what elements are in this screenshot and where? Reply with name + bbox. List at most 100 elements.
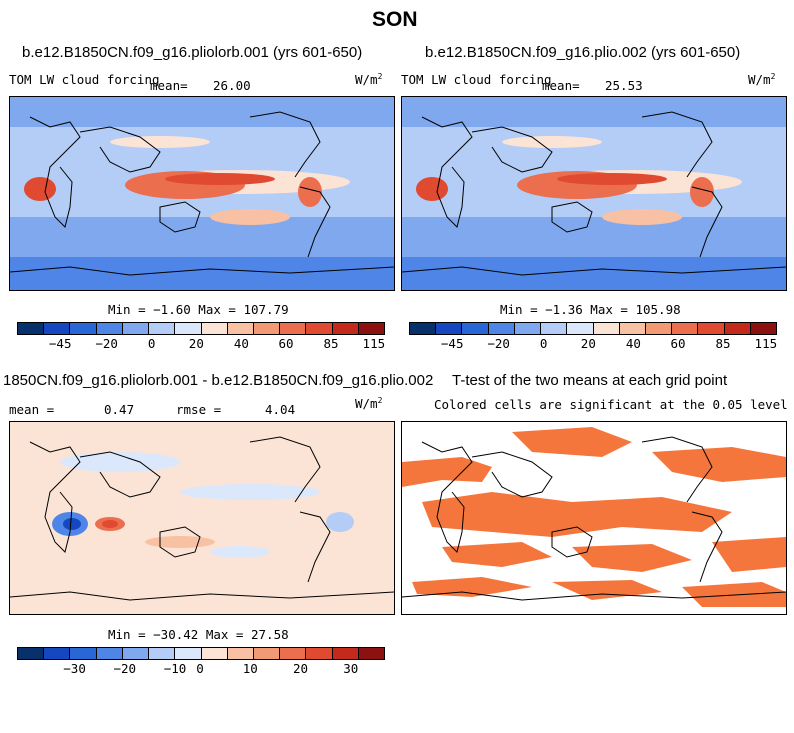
panel2-africa-convection xyxy=(416,177,448,201)
panel1-stats: Min = −1.60 Max = 107.79 xyxy=(108,302,289,317)
panel3-coastlines xyxy=(10,436,394,601)
panel2-map xyxy=(401,96,787,291)
panel1-colorbar-tick-label: 0 xyxy=(147,336,156,351)
panel3-colorbar-tick-label: 30 xyxy=(343,661,359,676)
panel1-colorbar-tick-label: −20 xyxy=(95,336,118,351)
panel2-colorbar-swatch xyxy=(698,323,725,334)
panel4-title: T-test of the two means at each grid poi… xyxy=(452,372,728,389)
panel2-spcz xyxy=(602,209,682,225)
panel2-colorbar-swatch xyxy=(541,323,568,334)
panel1-spcz xyxy=(210,209,290,225)
panel1-variable-label: TOM LW cloud forcing xyxy=(9,72,160,87)
panel3-colorbar-swatch xyxy=(44,648,71,659)
panel3-colorbar-swatch xyxy=(70,648,97,659)
panel1-colorbar-swatch xyxy=(122,323,150,334)
panel3-rmse-label: rmse = xyxy=(176,402,222,417)
panel3-colorbar-tick-label: 10 xyxy=(242,661,258,676)
panel1-colorbar-swatch xyxy=(44,323,71,334)
panel2-amazon-convection xyxy=(690,177,714,207)
panel3-colorbar-swatch xyxy=(175,648,202,659)
panel1-south-band xyxy=(10,217,394,257)
panel1-colorbar-swatch xyxy=(175,323,202,334)
panel1-colorbar-swatch xyxy=(201,323,228,334)
panel1-title: b.e12.B1850CN.f09_g16.pliolorb.001 (yrs … xyxy=(22,44,363,61)
panel1-coastlines xyxy=(10,111,394,276)
panel3-colorbar-swatch xyxy=(253,648,281,659)
panel2-colorbar xyxy=(409,322,777,335)
panel1-africa-convection xyxy=(24,177,56,201)
panel1-colorbar-tick-label: 115 xyxy=(362,336,386,351)
panel3-colorbar-swatch xyxy=(96,648,123,659)
panel2-units-exp: 2 xyxy=(770,72,776,81)
panel2-coastlines xyxy=(402,111,786,276)
panel3-colorbar-tick-label: 20 xyxy=(292,661,309,676)
panel2-colorbar-swatch xyxy=(724,323,751,334)
panel2-north-band xyxy=(402,97,786,127)
panel2-colorbar-tick-label: 60 xyxy=(670,336,686,351)
panel1-colorbar xyxy=(17,322,385,335)
panel2-colorbar-swatch xyxy=(514,323,542,334)
panel1-north-band xyxy=(10,97,394,127)
panel2-colorbar-swatch xyxy=(462,323,489,334)
panel1-amazon-convection xyxy=(298,177,322,207)
panel1-colorbar-swatch xyxy=(306,323,333,334)
panel2-variable-label: TOM LW cloud forcing xyxy=(401,72,552,87)
panel1-colorbar-tick-label: 60 xyxy=(278,336,294,351)
panel3-colorbar-tick-label: −10 xyxy=(163,661,187,676)
panel4-subtitle: Colored cells are significant at the 0.0… xyxy=(434,397,788,412)
panel2-colorbar-swatch xyxy=(645,323,673,334)
panel3-colorbar-tick-label: 0 xyxy=(196,661,204,676)
panel3-indian-ocean-core xyxy=(63,518,81,530)
panel3-colorbar-swatch xyxy=(201,648,228,659)
panel3-colorbar-swatch xyxy=(122,648,150,659)
panel2-units-base: W/m xyxy=(748,72,771,88)
panel1-map xyxy=(9,96,395,291)
panel1-colorbar-swatch xyxy=(253,323,281,334)
panel1-colorbar-swatch xyxy=(332,323,359,334)
panel1-colorbar-swatch xyxy=(358,323,385,334)
panel2-colorbar-tick-label: 40 xyxy=(625,336,641,351)
panel1-colorbar-swatch xyxy=(227,323,254,334)
panel3-maritime-core xyxy=(102,520,118,528)
panel1-antarctic-band xyxy=(10,257,394,290)
panel2-colorbar-swatch xyxy=(672,323,699,334)
panel1-storm-track xyxy=(110,136,210,148)
panel2-mean-label: mean= xyxy=(542,78,580,93)
panel4-significant-cells xyxy=(402,427,786,607)
panel1-colorbar-tick-label: 20 xyxy=(188,336,204,351)
panel2-colorbar-tick-label: −45 xyxy=(440,336,464,351)
panel1-colorbar-tick-label: −45 xyxy=(48,336,72,351)
panel3-stats: Min = −30.42 Max = 27.58 xyxy=(108,627,289,642)
panel2-colorbar-swatch xyxy=(436,323,463,334)
panel3-colorbar-tick-label: −30 xyxy=(63,661,86,676)
panel2-storm-track xyxy=(502,136,602,148)
panel2-colorbar-tick-label: 0 xyxy=(539,336,548,351)
panel3-units-base: W/m xyxy=(355,396,378,412)
panel1-colorbar-swatch xyxy=(149,323,176,334)
panel1-units: W/m2 xyxy=(355,72,382,87)
panel2-colorbar-tick-label: 85 xyxy=(715,336,731,351)
panel2-colorbar-tick-label: −20 xyxy=(487,336,510,351)
panel2-antarctic-band xyxy=(402,257,786,290)
panel2-colorbar-swatch xyxy=(593,323,620,334)
panel3-south-pacific-positive xyxy=(145,536,215,548)
panel2-itcz-core xyxy=(557,173,667,185)
panel2-colorbar-tick-label: 115 xyxy=(754,336,778,351)
panel3-colorbar-tick-label: −20 xyxy=(113,661,137,676)
panel3-amazon-negative xyxy=(326,512,354,532)
panel3-north-negative xyxy=(60,452,180,472)
panel2-mean-value: 25.53 xyxy=(605,78,643,93)
panel3-map xyxy=(9,421,395,615)
panel2-colorbar-swatch xyxy=(567,323,594,334)
panel3-title: 1850CN.f09_g16.pliolorb.001 - b.e12.B185… xyxy=(3,372,434,389)
panel3-units-exp: 2 xyxy=(377,396,383,405)
panel2-colorbar-swatch xyxy=(619,323,646,334)
panel3-colorbar-swatch xyxy=(227,648,254,659)
panel2-units: W/m2 xyxy=(748,72,775,87)
panel2-colorbar-tick-label: 20 xyxy=(580,336,596,351)
panel3-colorbar-swatch xyxy=(18,648,45,659)
panel2-stats: Min = −1.36 Max = 105.98 xyxy=(500,302,681,317)
panel1-mean-label: mean= xyxy=(150,78,188,93)
panel1-colorbar-swatch xyxy=(70,323,97,334)
panel2-colorbar-swatch xyxy=(488,323,515,334)
